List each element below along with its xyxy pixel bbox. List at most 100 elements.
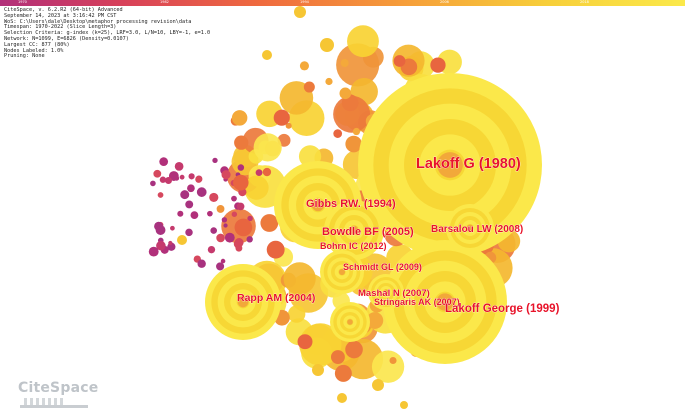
- reference-node[interactable]: [196, 187, 207, 197]
- node-label[interactable]: Stringaris AK (2007): [374, 297, 460, 308]
- reference-node[interactable]: [153, 169, 162, 178]
- reference-node[interactable]: [303, 81, 315, 93]
- reference-node[interactable]: [216, 233, 225, 243]
- lakoff-1999-node[interactable]: [436, 293, 454, 311]
- reference-node[interactable]: [231, 211, 238, 217]
- reference-node[interactable]: [334, 364, 352, 382]
- rapp-2004-node[interactable]: [237, 296, 249, 308]
- reference-node[interactable]: [312, 364, 324, 376]
- node-label[interactable]: Rapp AM (2004): [237, 292, 316, 305]
- gibbs-1994-node[interactable]: [311, 198, 325, 212]
- reference-node[interactable]: [187, 184, 195, 193]
- reference-node[interactable]: [340, 58, 349, 68]
- reference-node[interactable]: [297, 334, 313, 350]
- reference-node[interactable]: [223, 223, 228, 228]
- reference-node[interactable]: [236, 202, 245, 211]
- barsalou-2008-node[interactable]: [466, 224, 474, 232]
- reference-node[interactable]: [347, 25, 379, 58]
- reference-node[interactable]: [148, 246, 159, 257]
- reference-node[interactable]: [159, 157, 169, 167]
- stringaris-2007-node[interactable]: [347, 319, 353, 325]
- reference-node[interactable]: [244, 175, 269, 200]
- node-label[interactable]: Schmidt GL (2009): [343, 262, 422, 273]
- reference-node[interactable]: [155, 225, 166, 235]
- reference-node[interactable]: [233, 174, 249, 191]
- reference-node[interactable]: [246, 236, 253, 243]
- reference-node[interactable]: [220, 258, 226, 264]
- reference-node[interactable]: [372, 379, 384, 391]
- reference-node[interactable]: [209, 192, 219, 202]
- reference-node[interactable]: [237, 164, 245, 171]
- reference-node[interactable]: [247, 215, 253, 222]
- node-label[interactable]: Barsalou LW (2008): [431, 224, 524, 236]
- reference-node[interactable]: [216, 205, 225, 213]
- node-label[interactable]: Gibbs RW. (1994): [306, 198, 397, 211]
- reference-node[interactable]: [299, 61, 309, 71]
- reference-node[interactable]: [174, 162, 184, 171]
- reference-node[interactable]: [389, 356, 397, 365]
- reference-node[interactable]: [197, 259, 206, 268]
- reference-node[interactable]: [164, 176, 172, 185]
- reference-node[interactable]: [371, 350, 405, 383]
- reference-node[interactable]: [195, 176, 203, 183]
- reference-node[interactable]: [325, 77, 333, 86]
- reference-node[interactable]: [330, 350, 345, 364]
- reference-node[interactable]: [262, 50, 272, 60]
- reference-node[interactable]: [185, 228, 193, 237]
- bowdle-2005-node[interactable]: [349, 225, 359, 235]
- node-label[interactable]: Mashal N (2007): [358, 288, 430, 300]
- reference-node[interactable]: [156, 240, 166, 251]
- reference-node[interactable]: [231, 195, 237, 202]
- reference-node[interactable]: [333, 129, 343, 138]
- reference-node[interactable]: [212, 157, 218, 164]
- reference-node[interactable]: [287, 305, 306, 323]
- reference-node[interactable]: [180, 190, 190, 200]
- reference-node[interactable]: [294, 6, 306, 18]
- reference-node[interactable]: [283, 262, 316, 295]
- reference-node[interactable]: [234, 218, 253, 237]
- reference-node[interactable]: [190, 211, 199, 220]
- reference-node[interactable]: [207, 210, 213, 217]
- reference-node[interactable]: [170, 225, 175, 231]
- reference-node[interactable]: [177, 210, 184, 217]
- mashal-2007-node[interactable]: [383, 289, 389, 295]
- reference-node[interactable]: [320, 38, 334, 52]
- reference-node[interactable]: [339, 87, 352, 100]
- reference-node[interactable]: [266, 240, 285, 259]
- reference-node[interactable]: [157, 192, 164, 198]
- node-label[interactable]: Lakoff G (1980): [416, 156, 522, 173]
- reference-node[interactable]: [185, 200, 194, 209]
- node-label[interactable]: Bohrn IC (2012): [320, 241, 387, 252]
- reference-node[interactable]: [210, 227, 217, 234]
- reference-node[interactable]: [231, 110, 248, 126]
- reference-node[interactable]: [207, 245, 216, 254]
- node-label[interactable]: Lakoff George (1999): [445, 303, 560, 316]
- reference-node[interactable]: [177, 235, 187, 245]
- reference-node[interactable]: [216, 262, 225, 271]
- reference-node[interactable]: [234, 135, 249, 150]
- reference-node[interactable]: [168, 171, 179, 181]
- reference-node[interactable]: [221, 170, 231, 180]
- reference-node[interactable]: [260, 214, 279, 232]
- reference-node[interactable]: [253, 133, 282, 162]
- reference-node[interactable]: [299, 323, 342, 366]
- reference-node[interactable]: [430, 57, 446, 73]
- reference-node[interactable]: [188, 173, 195, 180]
- reference-node[interactable]: [352, 127, 361, 136]
- node-label[interactable]: Bowdle BF (2005): [322, 226, 415, 239]
- reference-node[interactable]: [345, 135, 362, 153]
- reference-node[interactable]: [366, 312, 384, 329]
- schmidt-2009-node[interactable]: [338, 268, 346, 276]
- lakoff-1980-node[interactable]: [437, 152, 463, 178]
- reference-node[interactable]: [285, 122, 292, 129]
- reference-node[interactable]: [400, 401, 408, 409]
- reference-node[interactable]: [233, 239, 243, 249]
- reference-node[interactable]: [393, 55, 406, 67]
- reference-node[interactable]: [255, 169, 263, 177]
- reference-node[interactable]: [221, 217, 228, 223]
- reference-node[interactable]: [150, 180, 156, 187]
- reference-node[interactable]: [337, 393, 347, 403]
- reference-node[interactable]: [262, 167, 272, 177]
- reference-node[interactable]: [168, 240, 173, 246]
